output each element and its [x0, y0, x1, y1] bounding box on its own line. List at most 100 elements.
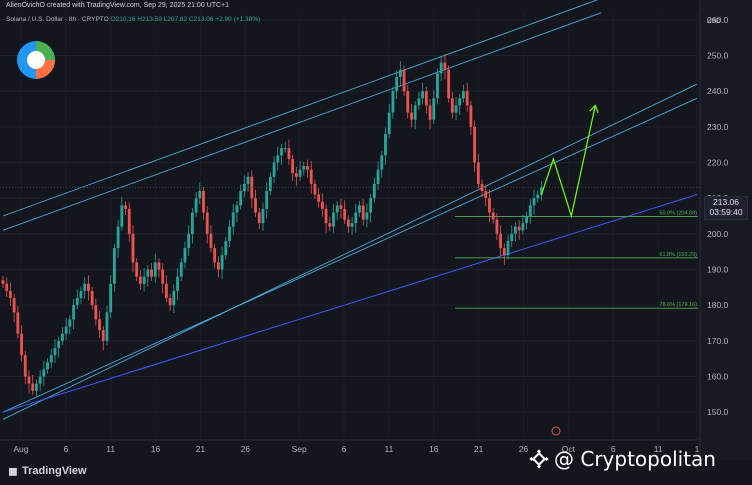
- candle-body: [168, 298, 172, 306]
- candle-body: [101, 330, 105, 341]
- candle-body: [402, 69, 406, 92]
- fib-level-label: 61.8% (193.29): [659, 252, 697, 258]
- price-tick-label: 200.0: [707, 229, 729, 239]
- candle-body: [354, 212, 358, 224]
- time-tick-label: 26: [241, 444, 251, 454]
- candle-body: [447, 69, 451, 99]
- time-tick-label: 26: [519, 444, 529, 454]
- candle-body: [235, 205, 239, 213]
- candle-body: [287, 148, 291, 159]
- candle-body: [75, 298, 79, 306]
- candle-body: [172, 290, 176, 306]
- candle-body: [53, 347, 57, 356]
- candle-body: [250, 176, 254, 199]
- candle-body: [532, 198, 536, 206]
- candle-body: [458, 98, 462, 106]
- candle-body: [1, 280, 5, 284]
- candle-body: [465, 91, 469, 106]
- candle-body: [164, 283, 168, 299]
- fib-level-label: 50.0% (204.89): [659, 210, 697, 216]
- candle-body: [246, 176, 250, 184]
- time-tick-label: 16: [429, 444, 439, 454]
- projection-arrowhead: [589, 104, 599, 114]
- bar-countdown: 03:59:40: [709, 207, 743, 217]
- candle-body: [187, 233, 191, 249]
- candle-body: [105, 312, 109, 341]
- candle-body: [525, 216, 528, 224]
- candle-body: [306, 166, 309, 170]
- candle-body: [220, 255, 224, 270]
- time-tick-label: 21: [474, 444, 484, 454]
- candle-body: [473, 126, 477, 163]
- candle-body: [190, 212, 194, 234]
- channel-line: [2, 0, 599, 217]
- candle-body: [23, 355, 27, 377]
- candle-body: [161, 269, 165, 284]
- candle-body: [335, 205, 339, 213]
- symbol-legend: Solana / U.S. Dollar · 8h · CRYPTO O210.…: [6, 16, 260, 23]
- candle-body: [146, 269, 150, 277]
- candle-body: [469, 105, 473, 127]
- candle-body: [476, 162, 480, 184]
- candle-body: [153, 262, 157, 277]
- candle-body: [179, 262, 183, 277]
- candle-body: [302, 166, 306, 170]
- candle-body: [462, 91, 465, 99]
- time-tick-label: 1: [695, 444, 700, 454]
- candle-body: [528, 205, 532, 216]
- candle-body: [417, 98, 421, 106]
- candle-body: [124, 205, 127, 209]
- candle-body: [413, 105, 417, 120]
- price-axis-panel: [700, 0, 752, 460]
- candle-body: [443, 62, 447, 70]
- ohlc-values: O210.16 H213.59 L207.82 C213.06 +2.90 (+…: [110, 16, 261, 23]
- candle-body: [120, 205, 124, 227]
- projection-path: [540, 105, 596, 219]
- candle-body: [380, 155, 384, 170]
- candle-body: [343, 208, 347, 220]
- candle-body: [194, 198, 198, 213]
- time-tick-label: 11: [106, 444, 115, 454]
- candle-body: [488, 198, 491, 213]
- candle-body: [90, 290, 94, 306]
- channel-line: [2, 83, 698, 420]
- watermark-label: @ Cryptopolitan: [554, 447, 716, 471]
- candle-body: [16, 312, 20, 334]
- candle-body: [320, 201, 324, 209]
- fib-level-label: 78.6% (179.16): [659, 302, 697, 308]
- candle-body: [480, 183, 484, 192]
- time-tick-label: 21: [196, 444, 206, 454]
- candle-body: [432, 98, 436, 120]
- price-tick-label: 250.0: [707, 51, 729, 61]
- candle-body: [31, 383, 35, 391]
- candle-body: [439, 62, 443, 74]
- candle-body: [424, 91, 428, 106]
- candle-body: [176, 276, 179, 291]
- time-tick-label: 6: [611, 444, 616, 454]
- last-price-tag: 213.06 03:59:40: [704, 196, 748, 220]
- time-tick-label: 11: [654, 444, 663, 454]
- candle-body: [376, 169, 380, 184]
- candle-body: [198, 191, 202, 199]
- tradingview-brand[interactable]: ◼︎ TradingView: [8, 464, 87, 478]
- last-price: 213.06: [713, 197, 739, 207]
- candle-body: [358, 205, 361, 213]
- candle-body: [350, 223, 354, 227]
- candle-body: [35, 383, 38, 391]
- candle-body: [521, 223, 525, 231]
- candle-body: [514, 226, 517, 234]
- candle-body: [27, 376, 31, 384]
- credit-line: AlienOvichO created with TradingView.com…: [6, 2, 230, 9]
- tradingview-label: TradingView: [21, 465, 87, 477]
- candle-body: [113, 248, 116, 284]
- candle-body: [406, 91, 410, 113]
- candle-body: [61, 333, 64, 341]
- price-tick-label: 220.0: [707, 158, 729, 168]
- candle-body: [280, 148, 283, 156]
- time-tick-label: 16: [151, 444, 161, 454]
- candle-body: [536, 194, 540, 199]
- goto-realtime-icon: [551, 426, 561, 436]
- candle-body: [491, 212, 495, 220]
- candle-body: [332, 212, 335, 227]
